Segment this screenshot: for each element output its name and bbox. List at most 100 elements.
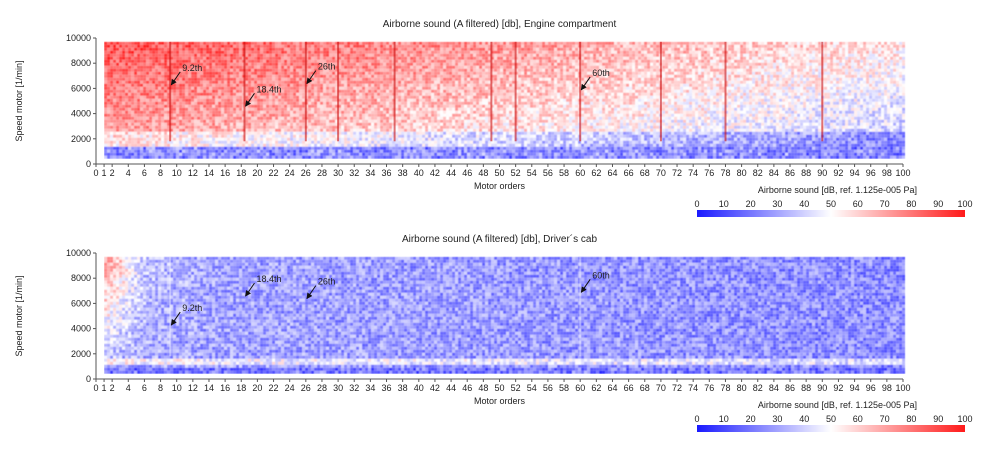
x-tick-label: 14 (204, 383, 214, 393)
order-line-37 (394, 42, 396, 142)
x-tick-label: 82 (753, 383, 763, 393)
x-tick-label: 0 (93, 383, 98, 393)
x-tick-label: 28 (317, 168, 327, 178)
x-axis-label: Motor orders (474, 396, 526, 406)
x-tick-label: 82 (753, 168, 763, 178)
x-tick-label: 80 (737, 168, 747, 178)
colorbar-gradient (697, 425, 965, 432)
chart-title: Airborne sound (A filtered) [db], Engine… (383, 19, 617, 30)
x-tick-label: 34 (365, 168, 375, 178)
colorbar-label: Airborne sound [dB, ref. 1.125e-005 Pa] (758, 400, 917, 410)
y-tick-label: 6000 (71, 298, 91, 308)
x-tick-label: 78 (720, 383, 730, 393)
x-tick-label: 4 (126, 383, 131, 393)
chart-2: Airborne sound (A filtered) [db], Driver… (14, 233, 973, 432)
y-tick-label: 0 (86, 374, 91, 384)
x-tick-label: 52 (511, 383, 521, 393)
x-tick-label: 44 (446, 383, 456, 393)
annotation-label: 9.2th (182, 63, 202, 73)
y-tick-label: 4000 (71, 109, 91, 119)
x-tick-label: 16 (220, 383, 230, 393)
x-tick-label: 10 (172, 168, 182, 178)
x-tick-label: 98 (882, 168, 892, 178)
x-tick-label: 48 (478, 383, 488, 393)
order-line-49 (490, 42, 492, 142)
colorbar-tick-label: 100 (957, 414, 972, 424)
x-tick-label: 24 (285, 168, 295, 178)
x-tick-label: 12 (188, 168, 198, 178)
x-tick-label: 92 (833, 168, 843, 178)
x-tick-label: 60 (575, 168, 585, 178)
annotation-label: 18.4th (256, 274, 281, 284)
x-tick-label: 1 (102, 383, 107, 393)
chart-title: Airborne sound (A filtered) [db], Driver… (402, 233, 598, 245)
x-tick-label: 66 (624, 168, 634, 178)
order-line-30 (337, 42, 339, 142)
colorbar-tick-label: 20 (746, 414, 756, 424)
x-tick-label: 10 (172, 383, 182, 393)
y-axis-label: Speed motor [1/min] (14, 275, 24, 356)
heatmap-cells (104, 42, 905, 159)
chart-1: Airborne sound (A filtered) [db], Engine… (14, 19, 973, 217)
x-tick-label: 86 (785, 168, 795, 178)
x-tick-label: 70 (656, 383, 666, 393)
x-tick-label: 64 (607, 383, 617, 393)
x-tick-label: 68 (640, 168, 650, 178)
x-tick-label: 26 (301, 168, 311, 178)
x-tick-label: 80 (737, 383, 747, 393)
x-tick-label: 38 (398, 383, 408, 393)
colorbar-tick-label: 50 (826, 199, 836, 209)
colorbar-tick-label: 50 (826, 414, 836, 424)
x-tick-label: 30 (333, 383, 343, 393)
x-tick-label: 28 (317, 383, 327, 393)
colorbar-tick-label: 60 (853, 199, 863, 209)
x-tick-label: 72 (672, 383, 682, 393)
y-axis-label: Speed motor [1/min] (14, 60, 24, 141)
colorbar-tick-label: 100 (957, 199, 972, 209)
x-tick-label: 2 (110, 383, 115, 393)
x-tick-label: 48 (478, 168, 488, 178)
order-line-60 (579, 42, 581, 142)
annotation-label: 26th (318, 62, 336, 72)
x-tick-label: 88 (801, 383, 811, 393)
y-tick-label: 10000 (66, 33, 91, 43)
y-tick-label: 2000 (71, 134, 91, 144)
colorbar-tick-label: 60 (853, 414, 863, 424)
x-tick-label: 1 (102, 168, 107, 178)
x-tick-label: 84 (769, 383, 779, 393)
x-tick-label: 94 (850, 168, 860, 178)
annotation-label: 26th (318, 277, 336, 287)
x-tick-label: 40 (414, 383, 424, 393)
x-tick-label: 62 (591, 383, 601, 393)
x-tick-label: 92 (833, 383, 843, 393)
x-tick-label: 96 (866, 383, 876, 393)
colorbar-tick-label: 20 (746, 199, 756, 209)
x-tick-label: 18 (236, 168, 246, 178)
x-tick-label: 74 (688, 168, 698, 178)
x-tick-label: 100 (895, 168, 910, 178)
colorbar: Airborne sound [dB, ref. 1.125e-005 Pa]0… (694, 185, 972, 217)
x-tick-label: 20 (252, 383, 262, 393)
x-tick-label: 36 (382, 383, 392, 393)
heatmap-cells (104, 257, 905, 374)
x-tick-label: 2 (110, 168, 115, 178)
x-tick-label: 90 (817, 168, 827, 178)
order-line-70 (660, 42, 662, 142)
y-tick-label: 10000 (66, 248, 91, 258)
colorbar-tick-label: 40 (799, 199, 809, 209)
colorbar-tick-label: 0 (694, 199, 699, 209)
x-tick-label: 84 (769, 168, 779, 178)
colorbar-tick-label: 70 (880, 414, 890, 424)
x-tick-label: 36 (382, 168, 392, 178)
colorbar-tick-label: 70 (880, 199, 890, 209)
colorbar-tick-label: 30 (772, 199, 782, 209)
colorbar-tick-label: 90 (933, 414, 943, 424)
x-tick-label: 58 (559, 168, 569, 178)
y-tick-label: 4000 (71, 324, 91, 334)
colorbar: Airborne sound [dB, ref. 1.125e-005 Pa]0… (694, 400, 972, 432)
